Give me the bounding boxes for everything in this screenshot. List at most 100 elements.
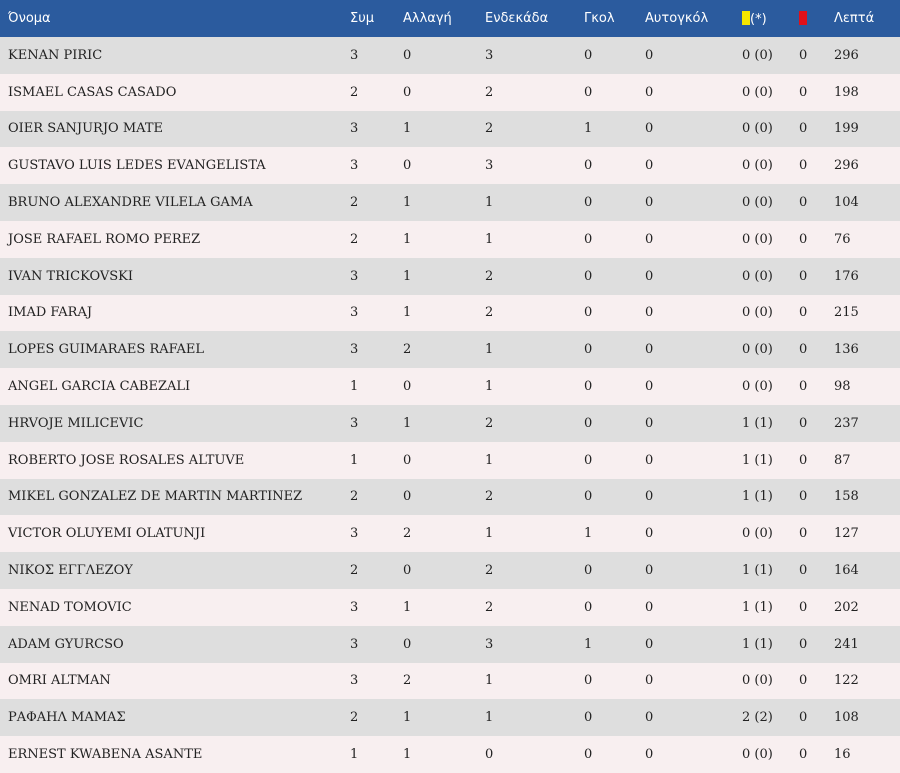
player-name[interactable]: HRVOJE MILICEVIC bbox=[8, 415, 144, 431]
own-goals-cell: 0 bbox=[645, 710, 654, 726]
player-name[interactable]: BRUNO ALEXANDRE VILELA GAMA bbox=[8, 195, 253, 211]
subs-cell: 0 bbox=[403, 452, 412, 468]
starts-cell: 2 bbox=[485, 84, 494, 100]
player-name[interactable]: ANGEL GARCIA CABEZALI bbox=[8, 379, 191, 395]
goals-cell: 0 bbox=[584, 84, 593, 100]
red-cards-cell: 0 bbox=[799, 452, 808, 468]
player-name[interactable]: JOSE RAFAEL ROMO PEREZ bbox=[8, 231, 201, 247]
own-goals-cell: 0 bbox=[645, 415, 654, 431]
header-goals[interactable]: Γκολ bbox=[584, 11, 615, 26]
minutes-cell: 237 bbox=[834, 415, 859, 431]
own-goals-cell: 0 bbox=[645, 526, 654, 542]
red-cards-cell: 0 bbox=[799, 195, 808, 211]
player-name[interactable]: OIER SANJURJO MATE bbox=[8, 121, 163, 137]
player-name[interactable]: ERNEST KWABENA ASANTE bbox=[8, 747, 203, 763]
player-name[interactable]: VICTOR OLUYEMI OLATUNJI bbox=[8, 526, 206, 542]
player-name[interactable]: KENAN PIRIC bbox=[8, 47, 103, 63]
goals-cell: 1 bbox=[584, 121, 593, 137]
red-cards-cell: 0 bbox=[799, 268, 808, 284]
own-goals-cell: 0 bbox=[645, 195, 654, 211]
yellow-cards-cell: 1 (1) bbox=[742, 489, 773, 505]
goals-cell: 0 bbox=[584, 710, 593, 726]
table-row: OIER SANJURJO MATE 3 1 2 1 0 0 (0) 0 199 bbox=[0, 110, 900, 148]
header-red[interactable] bbox=[799, 0, 834, 37]
header-yellow[interactable]: (*) bbox=[742, 0, 799, 37]
subs-cell: 0 bbox=[403, 84, 412, 100]
table-row: ANGEL GARCIA CABEZALI 1 0 1 0 0 0 (0) 0 98 bbox=[0, 368, 900, 405]
subs-cell: 1 bbox=[403, 305, 412, 321]
yellow-cards-cell: 0 (0) bbox=[742, 231, 773, 247]
table-row: ΡΑΦΑΗΛ ΜΑΜΑΣ 2 1 1 0 0 2 (2) 0 108 bbox=[0, 699, 900, 737]
header-starts[interactable]: Ενδεκάδα bbox=[485, 11, 549, 26]
red-cards-cell: 0 bbox=[799, 710, 808, 726]
starts-cell: 3 bbox=[485, 158, 494, 174]
player-name[interactable]: NENAD TOMOVIC bbox=[8, 599, 132, 615]
apps-cell: 1 bbox=[350, 379, 359, 395]
yellow-cards-cell: 0 (0) bbox=[742, 673, 773, 689]
apps-cell: 2 bbox=[350, 84, 359, 100]
header-apps[interactable]: Συμ bbox=[350, 11, 375, 26]
starts-cell: 2 bbox=[485, 305, 494, 321]
red-cards-cell: 0 bbox=[799, 526, 808, 542]
minutes-cell: 176 bbox=[834, 268, 859, 284]
player-name[interactable]: ISMAEL CASAS CASADO bbox=[8, 84, 177, 100]
minutes-cell: 127 bbox=[834, 526, 859, 542]
goals-cell: 0 bbox=[584, 673, 593, 689]
goals-cell: 1 bbox=[584, 636, 593, 652]
header-own-goals[interactable]: Αυτογκόλ bbox=[645, 11, 709, 26]
starts-cell: 1 bbox=[485, 379, 494, 395]
player-name[interactable]: MIKEL GONZALEZ DE MARTIN MARTINEZ bbox=[8, 489, 303, 505]
starts-cell: 1 bbox=[485, 231, 494, 247]
minutes-cell: 215 bbox=[834, 305, 859, 321]
player-name[interactable]: ADAM GYURCSO bbox=[8, 636, 124, 652]
player-name[interactable]: IMAD FARAJ bbox=[8, 305, 93, 321]
subs-cell: 1 bbox=[403, 231, 412, 247]
subs-cell: 1 bbox=[403, 268, 412, 284]
starts-cell: 2 bbox=[485, 599, 494, 615]
player-name[interactable]: GUSTAVO LUIS LEDES EVANGELISTA bbox=[8, 158, 266, 174]
subs-cell: 0 bbox=[403, 158, 412, 174]
apps-cell: 3 bbox=[350, 121, 359, 137]
player-name[interactable]: LOPES GUIMARAES RAFAEL bbox=[8, 342, 205, 358]
own-goals-cell: 0 bbox=[645, 747, 654, 763]
player-name[interactable]: OMRI ALTMAN bbox=[8, 673, 111, 689]
yellow-cards-cell: 0 (0) bbox=[742, 195, 773, 211]
goals-cell: 0 bbox=[584, 195, 593, 211]
player-name[interactable]: ROBERTO JOSE ROSALES ALTUVE bbox=[8, 452, 245, 468]
player-name[interactable]: ΝΙΚΟΣ ΕΓΓΛΕΖΟΥ bbox=[8, 563, 133, 579]
own-goals-cell: 0 bbox=[645, 84, 654, 100]
starts-cell: 1 bbox=[485, 526, 494, 542]
own-goals-cell: 0 bbox=[645, 599, 654, 615]
minutes-cell: 104 bbox=[834, 195, 859, 211]
header-subs[interactable]: Αλλαγή bbox=[403, 11, 452, 26]
yellow-card-icon bbox=[742, 10, 750, 25]
red-cards-cell: 0 bbox=[799, 747, 808, 763]
starts-cell: 1 bbox=[485, 673, 494, 689]
yellow-cards-cell: 1 (1) bbox=[742, 415, 773, 431]
apps-cell: 3 bbox=[350, 415, 359, 431]
minutes-cell: 296 bbox=[834, 158, 859, 174]
subs-cell: 0 bbox=[403, 563, 412, 579]
apps-cell: 3 bbox=[350, 526, 359, 542]
table-row: OMRI ALTMAN 3 2 1 0 0 0 (0) 0 122 bbox=[0, 662, 900, 700]
red-cards-cell: 0 bbox=[799, 673, 808, 689]
goals-cell: 0 bbox=[584, 158, 593, 174]
yellow-cards-cell: 0 (0) bbox=[742, 342, 773, 358]
own-goals-cell: 0 bbox=[645, 305, 654, 321]
apps-cell: 1 bbox=[350, 452, 359, 468]
starts-cell: 2 bbox=[485, 415, 494, 431]
starts-cell: 1 bbox=[485, 710, 494, 726]
goals-cell: 0 bbox=[584, 305, 593, 321]
yellow-cards-cell: 0 (0) bbox=[742, 121, 773, 137]
yellow-cards-cell: 1 (1) bbox=[742, 452, 773, 468]
minutes-cell: 241 bbox=[834, 636, 859, 652]
table-row: ERNEST KWABENA ASANTE 1 1 0 0 0 0 (0) 0 16 bbox=[0, 736, 900, 773]
yellow-cards-cell: 2 (2) bbox=[742, 710, 773, 726]
header-minutes[interactable]: Λεπτά bbox=[834, 11, 875, 26]
apps-cell: 2 bbox=[350, 489, 359, 505]
goals-cell: 0 bbox=[584, 415, 593, 431]
player-name[interactable]: ΡΑΦΑΗΛ ΜΑΜΑΣ bbox=[8, 710, 126, 726]
player-name[interactable]: IVAN TRICKOVSKI bbox=[8, 268, 134, 284]
header-name[interactable]: Όνομα bbox=[8, 11, 51, 26]
own-goals-cell: 0 bbox=[645, 47, 654, 63]
